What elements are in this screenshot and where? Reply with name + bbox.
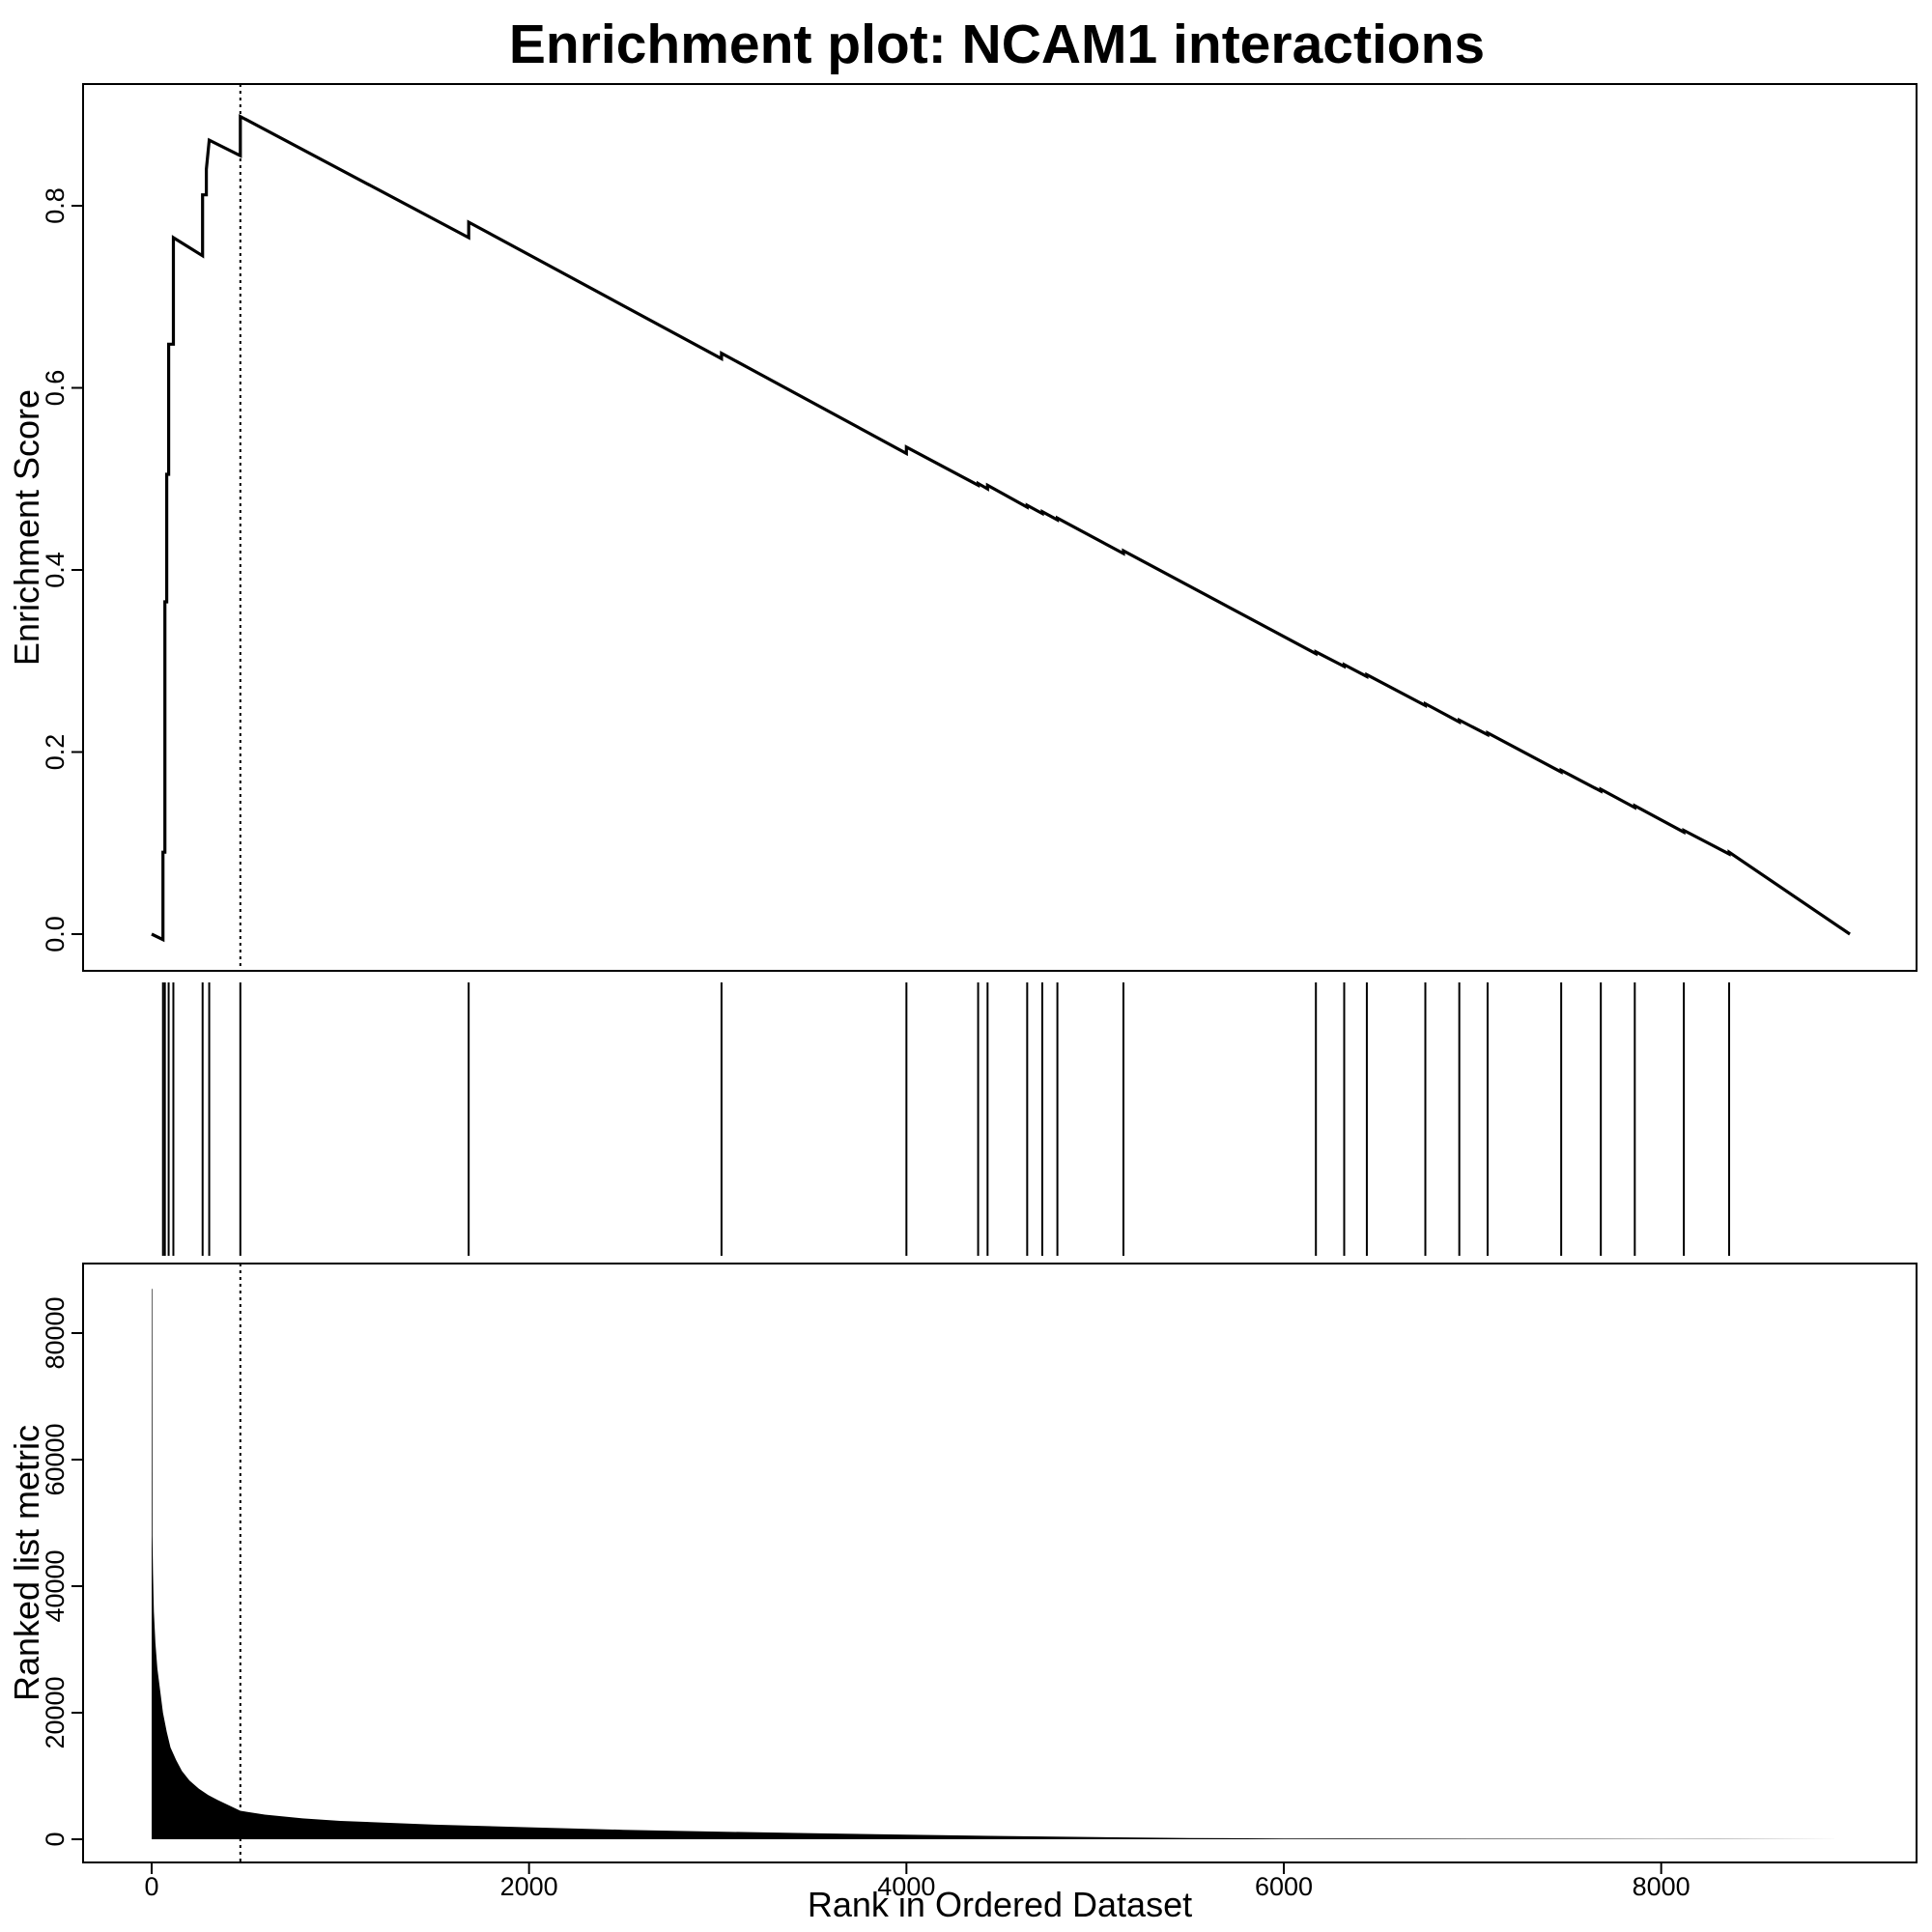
enrichment-score-line bbox=[151, 113, 1851, 943]
enrichment-panel: 0.0 0.2 0.4 0.6 0.8 Enrichment Score bbox=[7, 83, 1918, 972]
ranked-metric-area bbox=[152, 1289, 1850, 1839]
enrichment-y-tick-label-4: 0.8 bbox=[41, 187, 70, 224]
x-tick-label-3: 6000 bbox=[1255, 1872, 1313, 1901]
ranked-metric-y-axis-label: Ranked list metric bbox=[7, 1425, 46, 1701]
hit-positions-panel bbox=[161, 982, 1730, 1256]
x-tick-label-4: 8000 bbox=[1633, 1872, 1690, 1901]
enrichment-y-axis: 0.0 0.2 0.4 0.6 0.8 bbox=[41, 187, 83, 952]
enrichment-plot-frame bbox=[82, 83, 1918, 972]
x-axis: 0 2000 4000 6000 8000 bbox=[144, 1862, 1690, 1901]
enrichment-y-tick-label-0: 0.0 bbox=[41, 916, 70, 952]
enrichment-y-axis-label: Enrichment Score bbox=[7, 389, 46, 666]
ranked-metric-y-tick-label-2: 40000 bbox=[41, 1549, 70, 1622]
ranked-metric-y-tick-label-0: 0 bbox=[41, 1832, 70, 1846]
x-tick-label-2: 4000 bbox=[877, 1872, 935, 1901]
ranked-metric-y-tick-label-1: 20000 bbox=[41, 1676, 70, 1748]
x-tick-label-0: 0 bbox=[144, 1872, 158, 1901]
ranked-metric-y-tick-label-4: 80000 bbox=[41, 1296, 70, 1369]
enrichment-y-tick-label-1: 0.2 bbox=[41, 734, 70, 771]
chart-title: Enrichment plot: NCAM1 interactions bbox=[509, 14, 1485, 75]
x-axis-label: Rank in Ordered Dataset bbox=[808, 1885, 1192, 1924]
ranked-metric-y-tick-label-3: 60000 bbox=[41, 1423, 70, 1495]
x-tick-label-1: 2000 bbox=[500, 1872, 558, 1901]
ranked-metric-y-axis: 0 20000 40000 60000 80000 bbox=[41, 1296, 83, 1847]
ranked-metric-plot-frame bbox=[82, 1263, 1918, 1863]
enrichment-y-tick-label-3: 0.6 bbox=[41, 370, 70, 407]
enrichment-y-tick-label-2: 0.4 bbox=[41, 552, 70, 588]
